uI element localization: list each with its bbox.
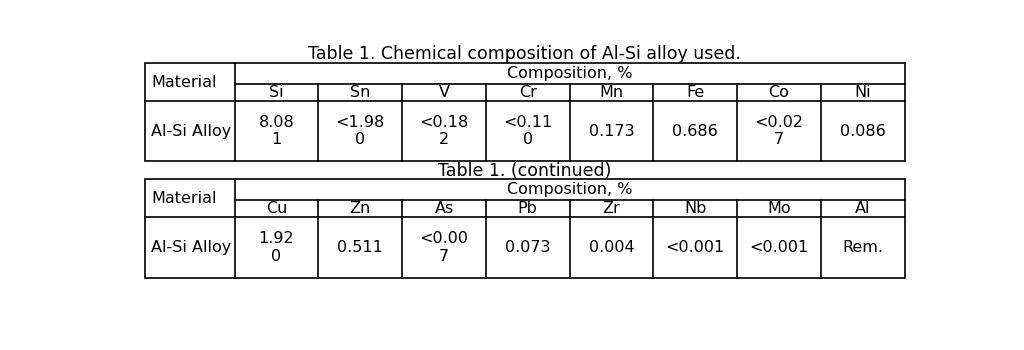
- Text: 0.004: 0.004: [589, 240, 634, 255]
- Text: Composition, %: Composition, %: [507, 182, 633, 197]
- Text: Table 1. (continued): Table 1. (continued): [438, 162, 611, 180]
- Text: 0.073: 0.073: [505, 240, 551, 255]
- Text: Nb: Nb: [684, 201, 707, 216]
- Text: Co: Co: [768, 85, 790, 100]
- Text: Pb: Pb: [518, 201, 538, 216]
- Text: Table 1. Chemical composition of Al-Si alloy used.: Table 1. Chemical composition of Al-Si a…: [308, 45, 741, 63]
- Text: Si: Si: [269, 85, 284, 100]
- Text: <0.11
0: <0.11 0: [503, 115, 552, 147]
- Text: Ni: Ni: [854, 85, 871, 100]
- Text: 8.08
1: 8.08 1: [259, 115, 295, 147]
- Text: 0.086: 0.086: [840, 124, 886, 139]
- Text: Al-Si Alloy: Al-Si Alloy: [152, 240, 231, 255]
- Text: Mn: Mn: [599, 85, 624, 100]
- Text: Al-Si Alloy: Al-Si Alloy: [152, 124, 231, 139]
- Text: <0.001: <0.001: [750, 240, 809, 255]
- Text: As: As: [434, 201, 454, 216]
- Text: Mo: Mo: [767, 201, 791, 216]
- Text: Zn: Zn: [349, 201, 371, 216]
- Text: 0.173: 0.173: [589, 124, 634, 139]
- Text: Cr: Cr: [519, 85, 537, 100]
- Text: <0.02
7: <0.02 7: [755, 115, 804, 147]
- Text: Sn: Sn: [350, 85, 371, 100]
- Text: <1.98
0: <1.98 0: [336, 115, 385, 147]
- Text: Material: Material: [152, 191, 217, 206]
- Text: 0.686: 0.686: [673, 124, 718, 139]
- Bar: [145, 63, 904, 161]
- Text: Al: Al: [855, 201, 870, 216]
- Bar: [145, 179, 904, 278]
- Text: <0.001: <0.001: [666, 240, 725, 255]
- Text: V: V: [438, 85, 450, 100]
- Text: <0.00
7: <0.00 7: [420, 231, 469, 264]
- Text: Zr: Zr: [602, 201, 621, 216]
- Text: Rem.: Rem.: [842, 240, 883, 255]
- Text: Cu: Cu: [266, 201, 287, 216]
- Text: <0.18
2: <0.18 2: [420, 115, 469, 147]
- Text: Material: Material: [152, 75, 217, 90]
- Text: 1.92
0: 1.92 0: [259, 231, 294, 264]
- Text: Fe: Fe: [686, 85, 705, 100]
- Text: Composition, %: Composition, %: [507, 66, 633, 81]
- Text: 0.511: 0.511: [337, 240, 383, 255]
